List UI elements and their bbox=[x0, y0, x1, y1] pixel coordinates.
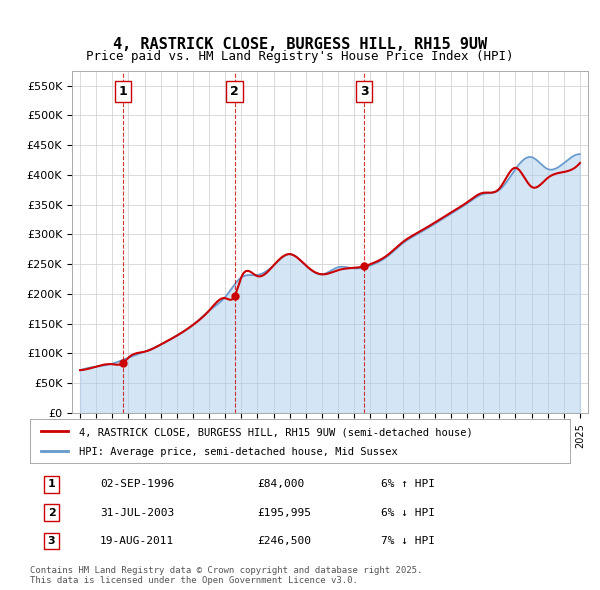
Text: 19-AUG-2011: 19-AUG-2011 bbox=[100, 536, 175, 546]
Text: 2: 2 bbox=[48, 507, 55, 517]
Text: HPI: Average price, semi-detached house, Mid Sussex: HPI: Average price, semi-detached house,… bbox=[79, 447, 397, 457]
Text: Price paid vs. HM Land Registry's House Price Index (HPI): Price paid vs. HM Land Registry's House … bbox=[86, 50, 514, 63]
Text: £84,000: £84,000 bbox=[257, 480, 304, 490]
Text: 3: 3 bbox=[360, 85, 368, 98]
Text: 1: 1 bbox=[48, 480, 55, 490]
Text: Contains HM Land Registry data © Crown copyright and database right 2025.
This d: Contains HM Land Registry data © Crown c… bbox=[30, 566, 422, 585]
Text: £246,500: £246,500 bbox=[257, 536, 311, 546]
Text: 7% ↓ HPI: 7% ↓ HPI bbox=[381, 536, 435, 546]
Text: 1: 1 bbox=[119, 85, 127, 98]
Text: 02-SEP-1996: 02-SEP-1996 bbox=[100, 480, 175, 490]
Text: 2: 2 bbox=[230, 85, 239, 98]
Text: 4, RASTRICK CLOSE, BURGESS HILL, RH15 9UW (semi-detached house): 4, RASTRICK CLOSE, BURGESS HILL, RH15 9U… bbox=[79, 427, 472, 437]
Text: £195,995: £195,995 bbox=[257, 507, 311, 517]
Text: 6% ↑ HPI: 6% ↑ HPI bbox=[381, 480, 435, 490]
Text: 3: 3 bbox=[48, 536, 55, 546]
Text: 4, RASTRICK CLOSE, BURGESS HILL, RH15 9UW: 4, RASTRICK CLOSE, BURGESS HILL, RH15 9U… bbox=[113, 37, 487, 52]
Text: 31-JUL-2003: 31-JUL-2003 bbox=[100, 507, 175, 517]
Text: 6% ↓ HPI: 6% ↓ HPI bbox=[381, 507, 435, 517]
